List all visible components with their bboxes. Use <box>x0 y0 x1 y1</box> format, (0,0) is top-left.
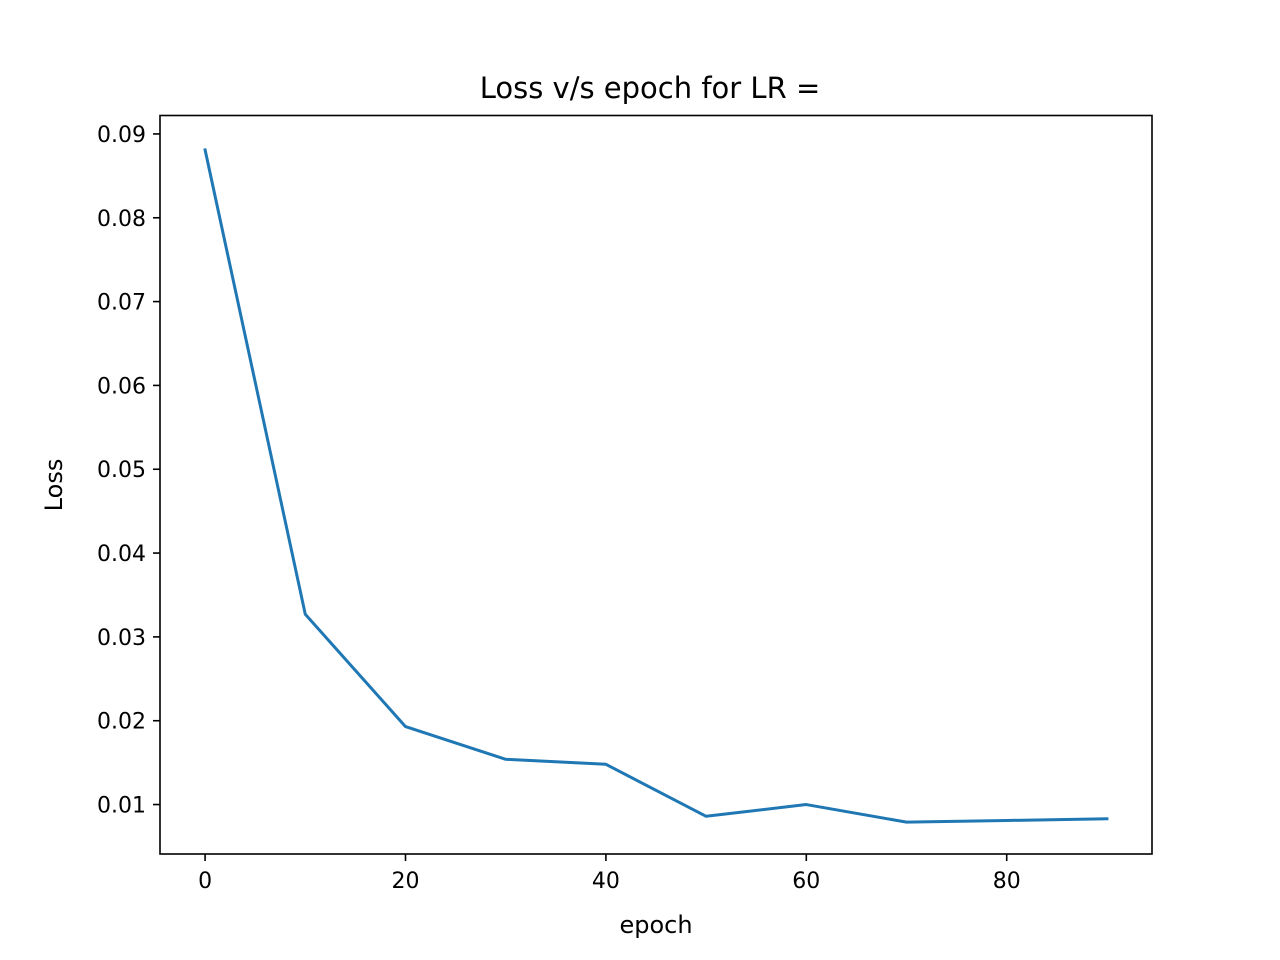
data-point <box>1106 818 1107 819</box>
data-point <box>205 149 206 150</box>
y-tick-label: 0.05 <box>97 458 146 483</box>
data-point <box>405 726 406 727</box>
y-tick-label: 0.01 <box>97 794 146 819</box>
chart-title: Loss v/s epoch for LR = <box>480 71 821 105</box>
x-tick-label: 0 <box>198 869 212 894</box>
x-tick-label: 80 <box>993 869 1021 894</box>
data-point <box>1006 820 1007 821</box>
x-tick-label: 20 <box>391 869 419 894</box>
y-tick-label: 0.06 <box>97 374 146 399</box>
axes-frame <box>159 114 1153 855</box>
x-tick-label: 40 <box>592 869 620 894</box>
data-point <box>505 759 506 760</box>
data-point <box>806 804 807 805</box>
y-tick-label: 0.07 <box>97 291 146 316</box>
y-axis: 0.01 0.02 0.03 0.04 0.05 0.06 0.07 0.08 0.09 <box>97 123 160 819</box>
data-point <box>605 764 606 765</box>
x-axis: 0 20 40 60 80 <box>198 854 1021 894</box>
x-axis-label: epoch <box>619 911 692 939</box>
plot-area <box>203 148 1109 824</box>
series-line-0 <box>203 148 1109 824</box>
x-tick-label: 60 <box>792 869 820 894</box>
y-tick-label: 0.02 <box>97 710 146 735</box>
y-tick-label: 0.08 <box>97 207 146 232</box>
data-point <box>906 822 907 823</box>
y-tick-label: 0.09 <box>97 123 146 148</box>
data-point <box>706 816 707 817</box>
y-tick-label: 0.04 <box>97 542 146 567</box>
data-point <box>305 614 306 615</box>
y-tick-label: 0.03 <box>97 626 146 651</box>
y-axis-label: Loss <box>40 459 68 512</box>
